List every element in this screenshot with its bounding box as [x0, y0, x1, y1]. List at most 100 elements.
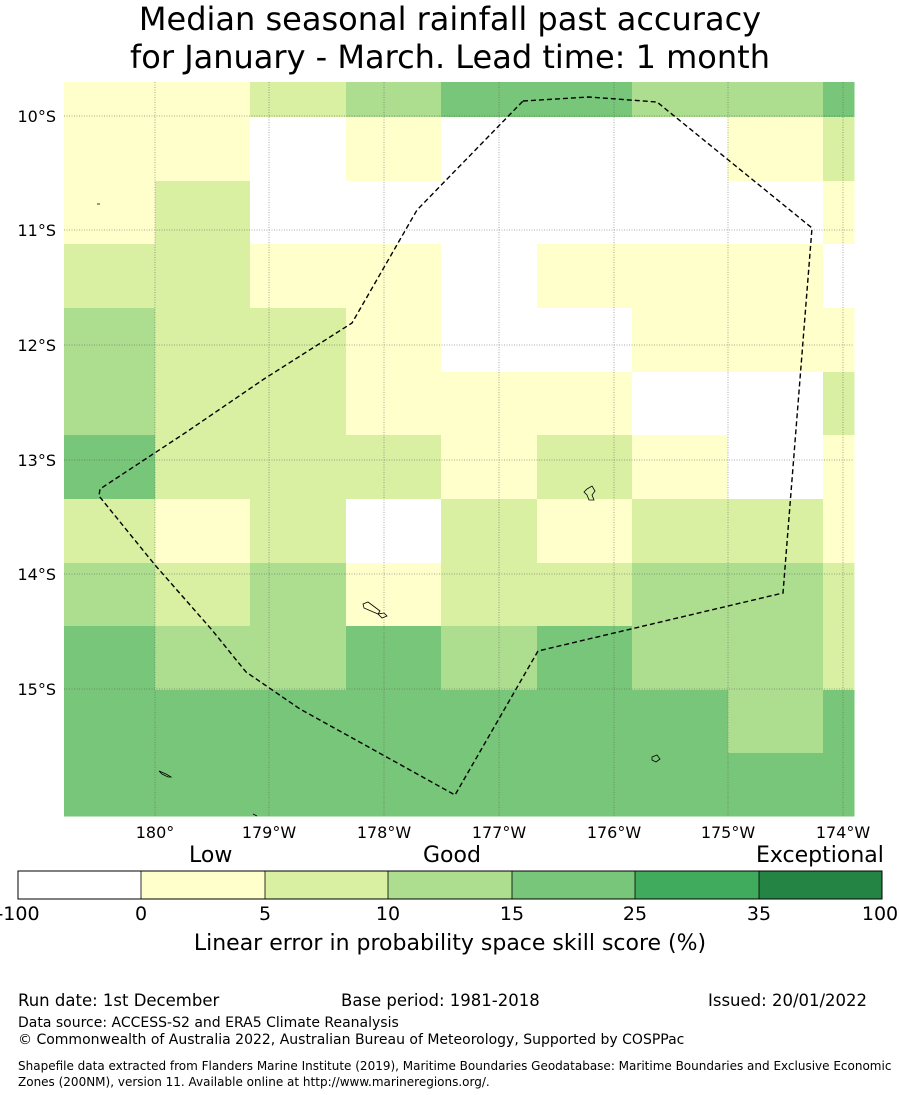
lat-label: 13°S	[17, 451, 56, 470]
grid-cell	[64, 435, 156, 500]
colorbar-segment	[141, 871, 265, 899]
lat-label: 10°S	[17, 107, 56, 126]
grid-cell	[537, 82, 633, 118]
grid-cell	[64, 244, 156, 309]
grid-cell	[155, 690, 251, 754]
grid-cell	[537, 626, 633, 691]
grid-cell	[728, 244, 824, 309]
grid-cell	[346, 690, 442, 754]
colorbar-tick: 10	[375, 903, 401, 925]
lon-label: 177°W	[472, 823, 527, 842]
grid-cell	[537, 308, 633, 373]
grid-cell	[155, 499, 251, 564]
colorbar-word-good: Good	[423, 843, 481, 868]
lat-label: 11°S	[17, 221, 56, 240]
grid-cell	[728, 435, 824, 500]
grid-cell	[155, 117, 251, 182]
grid-cell	[537, 563, 633, 627]
grid-cell	[441, 563, 538, 627]
grid-cell	[155, 372, 251, 436]
grid-cell	[728, 690, 824, 754]
grid-cell	[346, 499, 442, 564]
islands	[97, 203, 661, 817]
grid-cell	[250, 372, 347, 436]
grid-cell	[250, 244, 347, 309]
grid-cell	[728, 308, 824, 373]
grid-cell	[346, 244, 442, 309]
island-wallis	[362, 601, 381, 615]
grid-cell	[537, 372, 633, 436]
run-date: Run date: 1st December	[18, 991, 220, 1010]
grid-cell	[441, 181, 538, 245]
grid-cell	[632, 435, 729, 500]
grid-cell	[632, 499, 729, 564]
grid-cell	[250, 435, 347, 500]
grid-cell	[250, 753, 347, 817]
island-futuna	[377, 612, 388, 619]
grid-cell	[823, 435, 855, 500]
colorbar-tick: 15	[499, 903, 525, 925]
grid-cell	[728, 117, 824, 182]
grid-cell	[632, 372, 729, 436]
colorbar-segment	[512, 871, 635, 899]
grid-cell	[346, 82, 442, 118]
grid-cell	[64, 753, 156, 817]
grid-cell	[441, 435, 538, 500]
grid-cell	[346, 753, 442, 817]
colorbar-axis-title: Linear error in probability space skill …	[193, 931, 707, 956]
grid-cell	[64, 372, 156, 436]
grid-cell	[155, 435, 251, 500]
grid-cell	[155, 626, 251, 691]
lon-label: 175°W	[701, 823, 756, 842]
grid-cell	[823, 563, 855, 627]
island-east	[651, 754, 661, 763]
shapefile-credit: Shapefile data extracted from Flanders M…	[18, 1059, 892, 1089]
grid-cell	[823, 181, 855, 245]
colorbar-tick: 35	[746, 903, 772, 925]
copyright: © Commonwealth of Australia 2022, Austra…	[18, 1032, 685, 1048]
grid-cell	[64, 563, 156, 627]
grid-cell	[441, 626, 538, 691]
issued-date: Issued: 20/01/2022	[708, 991, 868, 1010]
colorbar-tick: 0	[134, 903, 148, 925]
grid-cell	[823, 753, 855, 817]
grid-cell	[155, 244, 251, 309]
grid-cell	[632, 244, 729, 309]
grid-cell	[346, 435, 442, 500]
lon-label: 180°	[136, 823, 175, 842]
grid-cell	[823, 244, 855, 309]
grid-cell	[632, 753, 729, 817]
grid-cell	[823, 499, 855, 564]
grid-cell	[441, 753, 538, 817]
grid-cell	[537, 244, 633, 309]
grid-cell	[632, 308, 729, 373]
grid-cell	[64, 117, 156, 182]
latitude-labels: 10°S 11°S 12°S 13°S 14°S 15°S	[17, 107, 56, 699]
grid-cell	[346, 626, 442, 691]
grid-cell	[632, 117, 729, 182]
grid-cell	[250, 181, 347, 245]
grid-cell	[823, 82, 855, 118]
colorbar-segment	[635, 871, 759, 899]
data-source: Data source: ACCESS-S2 and ERA5 Climate …	[18, 1015, 399, 1031]
grid-cell	[64, 499, 156, 564]
grid-cell	[728, 82, 824, 118]
grid-cell	[441, 117, 538, 182]
grid-cell	[346, 372, 442, 436]
eez-boundary	[98, 96, 813, 796]
chart-title-line-2: for January - March. Lead time: 1 month	[130, 38, 770, 76]
grid-cell	[155, 181, 251, 245]
grid-cell	[441, 82, 538, 118]
grid-cell	[64, 308, 156, 373]
grid-cell	[537, 753, 633, 817]
grid-cell	[250, 117, 347, 182]
lon-label: 174°W	[816, 823, 871, 842]
colorbar-segment	[18, 871, 141, 899]
grid-cell	[155, 82, 251, 118]
colorbar-word-low: Low	[189, 843, 233, 868]
grid-cell	[537, 435, 633, 500]
colorbar-segment	[265, 871, 388, 899]
island-atafu	[583, 485, 596, 501]
lon-label: 179°W	[242, 823, 297, 842]
grid-cell	[64, 690, 156, 754]
